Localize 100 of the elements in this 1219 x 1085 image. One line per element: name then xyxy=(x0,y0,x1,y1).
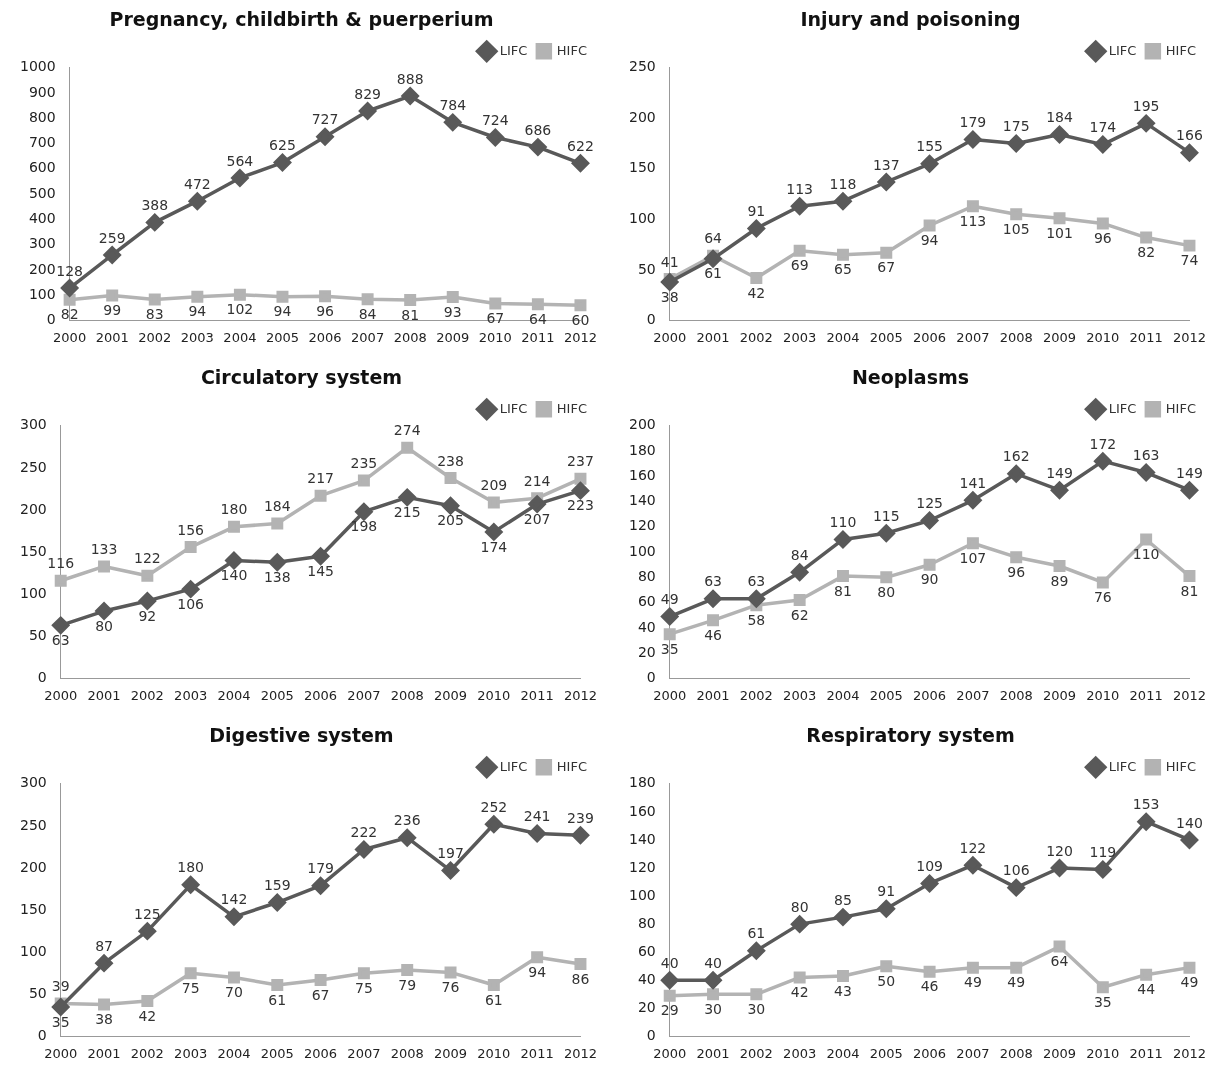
legend-label: LIFC xyxy=(1108,42,1137,58)
data-label: 96 xyxy=(1007,563,1026,580)
y-tick-label: 700 xyxy=(28,134,56,151)
data-label: 49 xyxy=(1007,974,1026,991)
x-tick-label: 2008 xyxy=(390,687,424,703)
data-label: 82 xyxy=(1137,244,1156,261)
y-tick-label: 400 xyxy=(28,210,56,226)
data-label: 105 xyxy=(1002,220,1030,237)
x-tick-label: 2003 xyxy=(180,329,214,345)
data-label: 40 xyxy=(704,954,722,971)
x-tick-label: 2008 xyxy=(999,1045,1033,1061)
data-label: 138 xyxy=(263,568,291,585)
y-tick-label: 500 xyxy=(28,184,56,201)
y-tick-label: 50 xyxy=(637,260,656,277)
data-label: 42 xyxy=(790,984,809,1001)
data-label: 184 xyxy=(263,498,291,515)
x-tick-label: 2008 xyxy=(999,329,1033,345)
x-tick-label: 2009 xyxy=(436,329,470,345)
x-tick-label: 2000 xyxy=(653,1045,687,1061)
data-label: 209 xyxy=(480,477,508,494)
y-tick-label: 120 xyxy=(628,858,656,875)
x-tick-label: 2005 xyxy=(869,329,903,345)
data-label: 153 xyxy=(1132,796,1160,813)
data-label: 237 xyxy=(567,453,594,470)
data-label: 109 xyxy=(916,858,943,875)
x-tick-label: 2002 xyxy=(130,687,164,703)
y-tick-label: 100 xyxy=(19,584,47,601)
x-tick-label: 2011 xyxy=(1129,329,1163,345)
x-tick-label: 2003 xyxy=(783,329,817,345)
x-tick-label: 2000 xyxy=(653,329,687,345)
data-label: 472 xyxy=(183,175,211,192)
data-label: 252 xyxy=(480,798,508,815)
data-label: 70 xyxy=(225,984,243,1001)
x-tick-label: 2009 xyxy=(1042,687,1077,703)
data-label: 622 xyxy=(567,137,594,154)
x-tick-label: 2003 xyxy=(174,687,208,703)
data-label: 122 xyxy=(133,550,161,567)
data-label: 63 xyxy=(747,573,766,590)
data-label: 113 xyxy=(786,180,814,197)
y-tick-label: 20 xyxy=(637,998,656,1015)
data-label: 50 xyxy=(877,972,896,989)
x-tick-label: 2000 xyxy=(44,1045,78,1061)
data-label: 115 xyxy=(872,507,900,524)
data-label: 40 xyxy=(660,954,679,971)
x-tick-label: 2004 xyxy=(826,1045,860,1061)
x-tick-label: 2008 xyxy=(390,1045,424,1061)
y-tick-label: 0 xyxy=(46,311,56,328)
x-tick-label: 2002 xyxy=(130,1045,164,1061)
data-label: 141 xyxy=(959,474,987,491)
data-label: 96 xyxy=(1093,230,1112,247)
x-tick-label: 2004 xyxy=(826,687,860,703)
x-tick-label: 2007 xyxy=(956,329,990,345)
data-label: 75 xyxy=(181,979,200,996)
data-label: 46 xyxy=(704,626,723,643)
data-label: 35 xyxy=(660,640,679,657)
x-tick-label: 2006 xyxy=(913,1045,947,1061)
data-label: 85 xyxy=(834,891,852,908)
data-label: 564 xyxy=(226,152,254,169)
data-label: 96 xyxy=(316,302,335,319)
data-label: 61 xyxy=(268,991,287,1008)
x-tick-label: 2001 xyxy=(696,687,730,703)
y-tick-label: 140 xyxy=(628,492,656,509)
data-label: 274 xyxy=(393,422,421,439)
y-tick-label: 300 xyxy=(28,235,56,252)
x-tick-label: 2004 xyxy=(826,329,860,345)
data-label: 62 xyxy=(790,606,809,623)
x-tick-label: 2002 xyxy=(138,329,172,345)
data-label: 125 xyxy=(916,495,943,512)
data-label: 724 xyxy=(481,112,509,129)
x-tick-label: 2008 xyxy=(393,329,427,345)
data-label: 80 xyxy=(790,898,809,915)
y-tick-label: 150 xyxy=(19,542,47,559)
data-label: 174 xyxy=(1089,119,1117,136)
y-tick-label: 300 xyxy=(19,416,47,433)
x-tick-label: 2002 xyxy=(739,1045,773,1061)
y-tick-label: 100 xyxy=(19,942,47,959)
data-label: 101 xyxy=(1046,224,1073,241)
x-tick-label: 2000 xyxy=(44,687,78,703)
data-label: 35 xyxy=(51,1013,70,1030)
data-label: 84 xyxy=(790,546,809,563)
data-label: 94 xyxy=(273,303,292,320)
data-label: 162 xyxy=(1002,448,1030,465)
data-label: 235 xyxy=(350,455,378,472)
data-label: 106 xyxy=(1002,862,1030,879)
x-tick-label: 2005 xyxy=(260,687,294,703)
y-tick-label: 120 xyxy=(628,517,656,534)
data-label: 76 xyxy=(1093,589,1112,606)
x-tick-label: 2002 xyxy=(739,329,773,345)
y-tick-label: 180 xyxy=(628,441,656,458)
y-tick-label: 0 xyxy=(37,1027,47,1044)
x-tick-label: 2001 xyxy=(95,329,129,345)
data-label: 80 xyxy=(877,584,896,600)
data-label: 155 xyxy=(916,138,943,155)
x-tick-label: 2009 xyxy=(1042,329,1077,345)
x-tick-label: 2007 xyxy=(956,687,990,703)
x-tick-label: 2011 xyxy=(520,1045,554,1061)
legend-label: LIFC xyxy=(499,758,528,774)
y-tick-label: 60 xyxy=(637,593,656,610)
y-tick-label: 150 xyxy=(628,159,656,176)
data-label: 174 xyxy=(480,538,508,555)
